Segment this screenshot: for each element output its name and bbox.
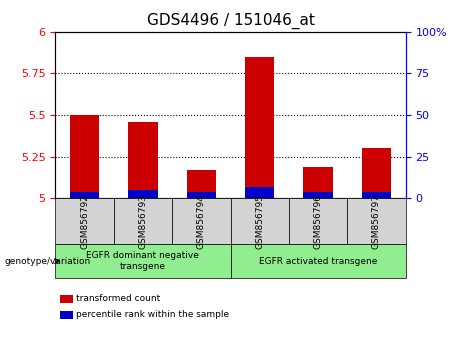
Text: GSM856794: GSM856794 — [197, 194, 206, 249]
Bar — [303, 192, 333, 198]
Text: GSM856797: GSM856797 — [372, 194, 381, 249]
Text: EGFR dominant negative
transgene: EGFR dominant negative transgene — [87, 251, 199, 271]
Bar — [128, 190, 158, 198]
Bar — [362, 192, 391, 198]
Text: GSM856795: GSM856795 — [255, 194, 264, 249]
Text: GSM856796: GSM856796 — [313, 194, 323, 249]
Text: percentile rank within the sample: percentile rank within the sample — [76, 310, 229, 319]
Bar — [128, 122, 158, 198]
Bar — [187, 170, 216, 198]
Bar — [187, 192, 216, 198]
Bar — [70, 192, 99, 198]
Bar — [362, 148, 391, 198]
Bar — [70, 115, 99, 198]
Text: genotype/variation: genotype/variation — [5, 257, 91, 266]
Text: EGFR activated transgene: EGFR activated transgene — [259, 257, 377, 266]
Title: GDS4496 / 151046_at: GDS4496 / 151046_at — [147, 13, 314, 29]
Bar — [245, 187, 274, 198]
Text: transformed count: transformed count — [76, 294, 160, 303]
Text: GSM856792: GSM856792 — [80, 194, 89, 249]
Text: GSM856793: GSM856793 — [138, 194, 148, 249]
Bar — [303, 167, 333, 198]
Bar — [245, 57, 274, 198]
